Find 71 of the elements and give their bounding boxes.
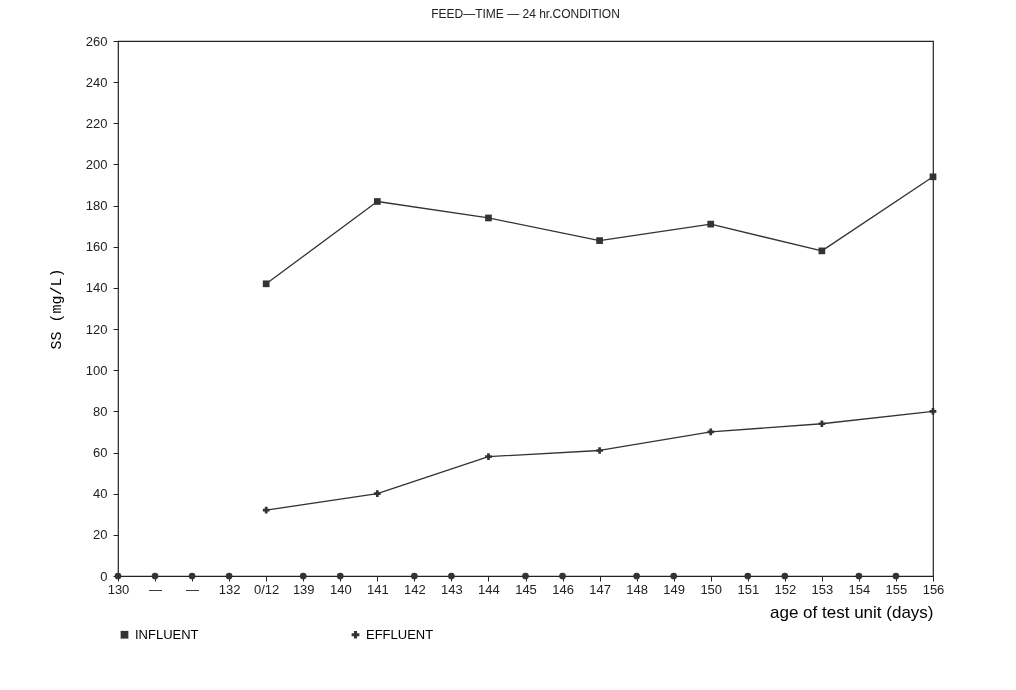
legend-label: INFLUENT [135,626,199,642]
x-tick-label: — [186,581,200,597]
point [559,572,566,580]
y-tick-label: 140 [85,280,108,296]
point [485,214,492,222]
point [225,572,233,580]
x-tick-label: 148 [626,581,648,597]
point [114,572,122,580]
point [373,198,381,205]
x-tick-label: 149 [663,581,686,597]
x-tick-label: 142 [404,581,426,597]
y-tick-label: 20 [93,527,108,543]
point [336,572,344,580]
point [448,572,455,580]
x-tick-label: 153 [811,581,834,597]
point [818,420,826,428]
point [781,572,789,580]
y-tick-label: 0 [100,568,108,584]
point [744,572,752,580]
x-tick-label: 143 [441,581,463,597]
x-tick-label: — [149,581,163,597]
y-tick-label: 100 [85,362,108,378]
x-tick-label: 130 [107,581,130,597]
x-tick-label: 151 [737,581,760,597]
x-tick-label: 147 [589,581,611,597]
point [522,572,529,580]
y-tick-label: 120 [85,321,108,337]
point [262,280,270,288]
chart-title: FEED—TIME — 24 hr.CONDITION [431,7,620,21]
y-tick-label: 200 [85,156,108,172]
x-tick-label: 155 [885,581,908,597]
x-tick-label: 154 [848,581,871,597]
point [151,572,159,580]
legend-label: EFFLUENT [366,626,434,642]
point [411,572,418,580]
x-tick-label: 150 [700,581,723,597]
point [929,408,937,415]
y-tick-label: 260 [85,33,108,49]
y-tick-label: 160 [85,239,108,255]
x-tick-label: 132 [218,581,241,597]
point [188,572,196,580]
x-tick-label: 144 [478,581,500,597]
point [299,572,307,580]
x-tick-label: 145 [515,581,537,597]
y-tick-label: 40 [93,486,108,502]
x-tick-label: 156 [922,581,945,597]
y-tick-label: 240 [85,74,108,90]
point [670,572,678,580]
y-tick-label: 220 [85,115,108,131]
point [633,572,640,580]
y-axis-title: SS (mg/L) [48,268,66,350]
x-tick-label: 152 [774,581,797,597]
point [485,453,492,461]
point [596,237,603,244]
point [373,490,381,498]
x-tick-label: 146 [552,581,574,597]
point [707,428,715,436]
x-tick-label: 140 [329,581,352,597]
y-tick-label: 60 [93,445,108,461]
point [855,572,863,580]
x-tick-label: 141 [366,581,389,597]
point [929,173,937,181]
x-tick-label: 0/12 [254,581,280,597]
y-tick-label: 80 [93,403,108,419]
point [596,447,603,454]
y-tick-label: 180 [85,198,108,214]
point [707,220,715,228]
point [262,506,270,514]
point [892,572,900,580]
x-axis-title: age of test unit (days) [770,602,934,622]
x-tick-label: 139 [292,581,315,597]
